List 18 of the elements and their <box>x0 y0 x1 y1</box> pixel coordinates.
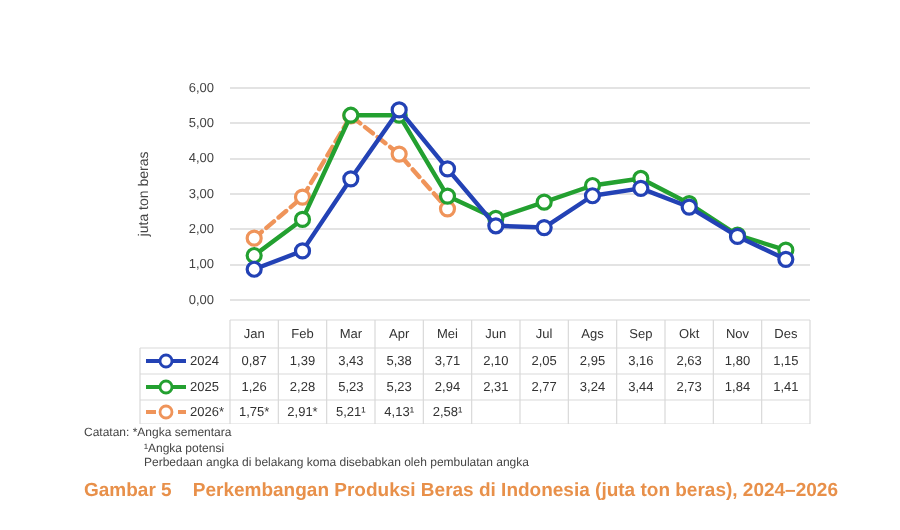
point <box>390 145 408 163</box>
point <box>487 217 505 235</box>
point <box>342 170 360 188</box>
point <box>583 187 602 205</box>
point <box>535 193 553 211</box>
point <box>632 179 650 197</box>
text: Gambar 5 Perkembangan Produksi Beras di Indonesia (juta ton beras), 2024–2026 <box>84 480 838 502</box>
point <box>293 188 312 206</box>
point <box>777 250 795 268</box>
point <box>438 160 457 178</box>
point <box>245 260 263 278</box>
point <box>535 218 553 237</box>
point <box>293 210 312 229</box>
point <box>245 229 263 247</box>
point <box>293 242 312 260</box>
point <box>390 101 408 119</box>
point <box>438 187 457 205</box>
point <box>245 246 263 265</box>
